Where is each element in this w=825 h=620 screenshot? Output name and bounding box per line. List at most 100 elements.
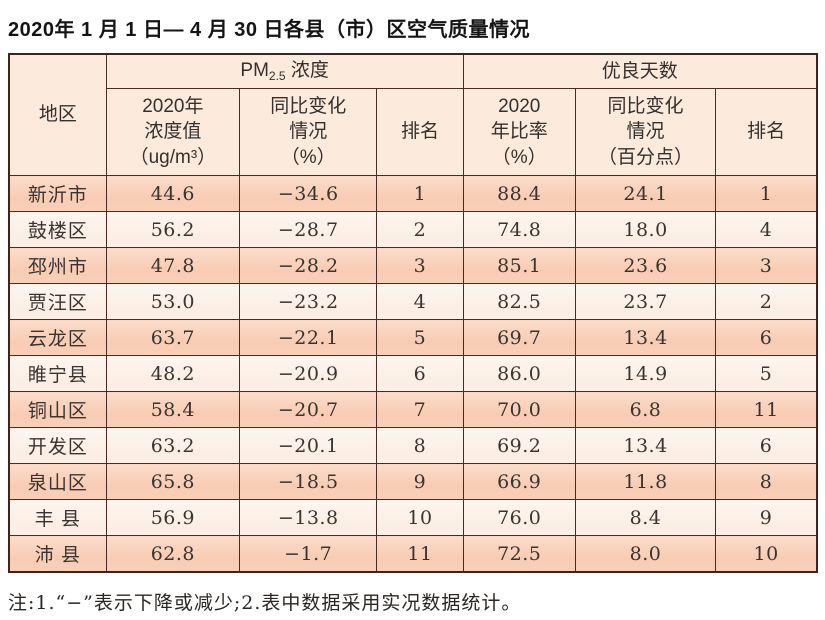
col-header-pm-change: 同比变化 情况 （%）: [239, 88, 378, 176]
good_change-cell: 6.8: [574, 391, 717, 428]
good_rank-cell: 6: [715, 319, 818, 356]
group-header-row: 地区 PM2.5 浓度 优良天数: [8, 53, 818, 176]
pm_rank-cell: 4: [376, 283, 464, 320]
pm_value-cell: 53.0: [105, 283, 241, 320]
good_change-cell: 11.8: [574, 463, 717, 500]
region-cell: 睢宁县: [8, 355, 107, 392]
table-body: 新沂市 44.6 −34.6 1 88.4 24.1 1 鼓楼区 56.2 −28.7 2 74.8 1…: [8, 175, 818, 573]
region-cell: 新沂市: [8, 175, 107, 212]
pm_change-cell: −20.7: [239, 391, 378, 428]
table-row: 沛 县 62.8 −1.7 11 72.5 8.0 10: [8, 535, 818, 573]
good_change-cell: 8.4: [574, 499, 717, 536]
col-header-pm-value: 2020年 浓度值 （ug/m³）: [105, 88, 241, 176]
table-row: 云龙区 63.7 −22.1 5 69.7 13.4 6: [8, 319, 818, 356]
pm_rank-cell: 8: [376, 427, 464, 464]
table-row: 鼓楼区 56.2 −28.7 2 74.8 18.0 4: [8, 211, 818, 248]
sub-header-row: 2020年 浓度值 （ug/m³） 同比变化 情况 （%） 排名 2020 年比…: [9, 88, 818, 176]
pm_change-cell: −20.1: [239, 427, 378, 464]
good_rank-cell: 9: [715, 499, 818, 536]
footnote: 注:1.“−”表示下降或减少;2.表中数据采用实况数据统计。: [8, 592, 522, 614]
region-cell: 鼓楼区: [8, 211, 107, 248]
good_change-cell: 23.6: [574, 247, 717, 284]
good_ratio-cell: 72.5: [462, 535, 576, 573]
pm_value-cell: 58.4: [105, 391, 241, 428]
pm_rank-cell: 10: [376, 499, 464, 536]
good_ratio-cell: 76.0: [462, 499, 576, 536]
good_rank-cell: 8: [715, 463, 818, 500]
table-row: 邳州市 47.8 −28.2 3 85.1 23.6 3: [8, 247, 818, 284]
region-cell: 丰 县: [8, 499, 107, 536]
pm25-subscript: 2.5: [268, 69, 286, 84]
pm_rank-cell: 11: [376, 535, 464, 573]
region-cell: 铜山区: [8, 391, 107, 428]
good_rank-cell: 1: [715, 175, 818, 212]
good_change-cell: 13.4: [574, 427, 717, 464]
col-group-pm25: PM2.5 浓度: [105, 53, 464, 89]
good_ratio-cell: 70.0: [462, 391, 576, 428]
pm_value-cell: 44.6: [105, 175, 241, 212]
col-group-good-days: 优良天数: [462, 53, 818, 89]
table-header: 地区 PM2.5 浓度 优良天数 2020年 浓度值 （ug/m³） 同比变化 …: [8, 53, 818, 176]
pm_change-cell: −34.6: [239, 175, 378, 212]
pm_rank-cell: 5: [376, 319, 464, 356]
pm_value-cell: 56.9: [105, 499, 241, 536]
good_rank-cell: 11: [715, 391, 818, 428]
good_ratio-cell: 86.0: [462, 355, 576, 392]
region-cell: 邳州市: [8, 247, 107, 284]
pm_change-cell: −28.7: [239, 211, 378, 248]
pm_rank-cell: 2: [376, 211, 464, 248]
good_rank-cell: 5: [715, 355, 818, 392]
pm25-label-suffix: 浓度: [285, 60, 329, 82]
pm_rank-cell: 3: [376, 247, 464, 284]
good_ratio-cell: 69.2: [462, 427, 576, 464]
page-title: 2020年 1 月 1 日— 4 月 30 日各县（市）区空气质量情况: [8, 19, 531, 41]
col-header-good-change: 同比变化 情况 （百分点）: [574, 88, 717, 176]
good_rank-cell: 10: [715, 535, 818, 573]
pm_value-cell: 56.2: [105, 211, 241, 248]
col-header-pm-rank: 排名: [376, 88, 464, 176]
region-cell: 贾汪区: [8, 283, 107, 320]
table-row: 丰 县 56.9 −13.8 10 76.0 8.4 9: [8, 499, 818, 536]
good_ratio-cell: 85.1: [462, 247, 576, 284]
pm_change-cell: −22.1: [239, 319, 378, 356]
pm_change-cell: −28.2: [239, 247, 378, 284]
good_change-cell: 23.7: [574, 283, 717, 320]
pm_change-cell: −20.9: [239, 355, 378, 392]
pm25-label-prefix: PM: [240, 60, 269, 82]
good_rank-cell: 4: [715, 211, 818, 248]
good_ratio-cell: 88.4: [462, 175, 576, 212]
good_change-cell: 13.4: [574, 319, 717, 356]
good_ratio-cell: 82.5: [462, 283, 576, 320]
good_change-cell: 18.0: [574, 211, 717, 248]
col-header-good-ratio: 2020 年比率 （%）: [462, 88, 576, 176]
pm_rank-cell: 9: [376, 463, 464, 500]
good_rank-cell: 2: [715, 283, 818, 320]
pm_value-cell: 62.8: [105, 535, 241, 573]
good_change-cell: 24.1: [574, 175, 717, 212]
good_ratio-cell: 74.8: [462, 211, 576, 248]
pm_change-cell: −18.5: [239, 463, 378, 500]
table-row: 泉山区 65.8 −18.5 9 66.9 11.8 8: [8, 463, 818, 500]
col-header-good-rank: 排名: [715, 88, 818, 176]
col-header-region: 地区: [8, 53, 107, 176]
good_rank-cell: 3: [715, 247, 818, 284]
region-cell: 泉山区: [8, 463, 107, 500]
good_ratio-cell: 66.9: [462, 463, 576, 500]
region-cell: 沛 县: [8, 535, 107, 573]
table-row: 新沂市 44.6 −34.6 1 88.4 24.1 1: [8, 175, 818, 212]
region-cell: 云龙区: [8, 319, 107, 356]
good_rank-cell: 6: [715, 427, 818, 464]
good_change-cell: 14.9: [574, 355, 717, 392]
region-cell: 开发区: [8, 427, 107, 464]
pm_change-cell: −23.2: [239, 283, 378, 320]
good_ratio-cell: 69.7: [462, 319, 576, 356]
pm_rank-cell: 6: [376, 355, 464, 392]
table-row: 开发区 63.2 −20.1 8 69.2 13.4 6: [8, 427, 818, 464]
pm_rank-cell: 7: [376, 391, 464, 428]
pm_value-cell: 48.2: [105, 355, 241, 392]
pm_value-cell: 65.8: [105, 463, 241, 500]
table-row: 铜山区 58.4 −20.7 7 70.0 6.8 11: [8, 391, 818, 428]
pm_change-cell: −13.8: [239, 499, 378, 536]
pm_change-cell: −1.7: [239, 535, 378, 573]
